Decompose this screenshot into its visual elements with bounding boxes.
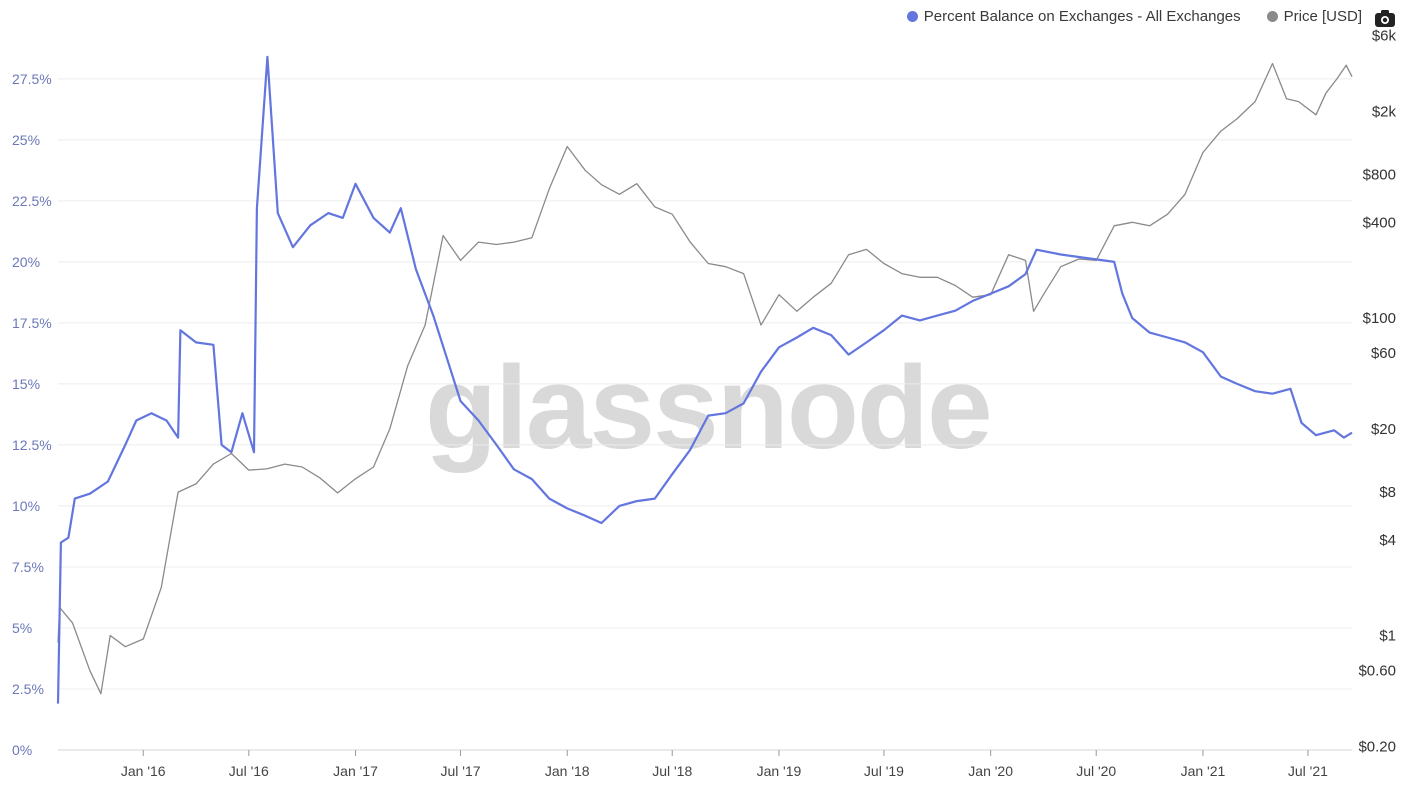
x-tick-label: Jan '18: [545, 763, 590, 779]
legend-label-percent: Percent Balance on Exchanges - All Excha…: [923, 8, 1241, 25]
series-line-percent-balance: [56, 55, 1353, 704]
legend-dot-price: [1266, 11, 1278, 22]
right-tick-label: $800: [1363, 166, 1396, 183]
x-tick-label: Jan '17: [333, 763, 378, 779]
left-tick-label: 20%: [12, 254, 40, 270]
left-tick-label: 7.5%: [12, 559, 44, 575]
x-tick-label: Jul '16: [229, 763, 269, 779]
legend-item-percent[interactable]: Percent Balance on Exchanges - All Excha…: [906, 8, 1241, 25]
right-tick-label: $8: [1379, 484, 1396, 501]
left-tick-label: 17.5%: [12, 315, 52, 331]
right-axis: $0.20 $0.60 $1 $4 $8 $20 $60 $100 $400 $800 $2k $6k: [1358, 28, 1396, 756]
right-tick-label: $20: [1371, 421, 1396, 438]
x-tick-label: Jul '19: [864, 763, 904, 779]
right-tick-label: $4: [1379, 532, 1396, 549]
x-tick-label: Jan '16: [121, 763, 166, 779]
legend: Percent Balance on Exchanges - All Excha…: [906, 8, 1362, 25]
right-tick-label: $6k: [1372, 28, 1397, 45]
x-tick-label: Jan '21: [1181, 763, 1226, 779]
left-tick-label: 10%: [12, 498, 40, 514]
right-tick-label: $1: [1379, 627, 1396, 644]
left-tick-label: 5%: [12, 620, 32, 636]
legend-dot-percent: [906, 11, 918, 22]
x-tick-label: Jul '17: [441, 763, 481, 779]
x-axis: Jan '16 Jul '16 Jan '17 Jul '17 Jan '18 Jul '…: [121, 750, 1328, 779]
left-tick-label: 27.5%: [12, 71, 52, 87]
x-tick-label: Jul '18: [652, 763, 692, 779]
left-tick-label: 2.5%: [12, 681, 44, 697]
right-tick-label: $400: [1363, 214, 1396, 231]
x-tick-label: Jan '19: [757, 763, 802, 779]
legend-item-price[interactable]: Price [USD]: [1266, 8, 1362, 25]
x-tick-label: Jul '20: [1076, 763, 1116, 779]
left-tick-label: 0%: [12, 742, 32, 758]
camera-icon[interactable]: [1374, 8, 1396, 28]
right-tick-label: $0.60: [1358, 663, 1396, 680]
right-tick-label: $100: [1363, 310, 1396, 327]
left-tick-label: 22.5%: [12, 193, 52, 209]
left-tick-label: 25%: [12, 132, 40, 148]
left-tick-label: 15%: [12, 376, 40, 392]
x-tick-label: Jul '21: [1288, 763, 1328, 779]
legend-label-price: Price [USD]: [1283, 8, 1362, 25]
left-tick-label: 12.5%: [12, 437, 52, 453]
left-axis: 0% 2.5% 5% 7.5% 10% 12.5% 15% 17.5% 20% 22.5% 25% 2…: [12, 71, 52, 758]
series-layer: [56, 55, 1353, 704]
right-tick-label: $2k: [1372, 103, 1397, 120]
series-line-price: [57, 62, 1353, 695]
right-tick-label: $0.20: [1358, 738, 1396, 755]
x-tick-label: Jan '20: [968, 763, 1013, 779]
right-tick-label: $60: [1371, 345, 1396, 362]
watermark: glassnode: [425, 342, 991, 474]
